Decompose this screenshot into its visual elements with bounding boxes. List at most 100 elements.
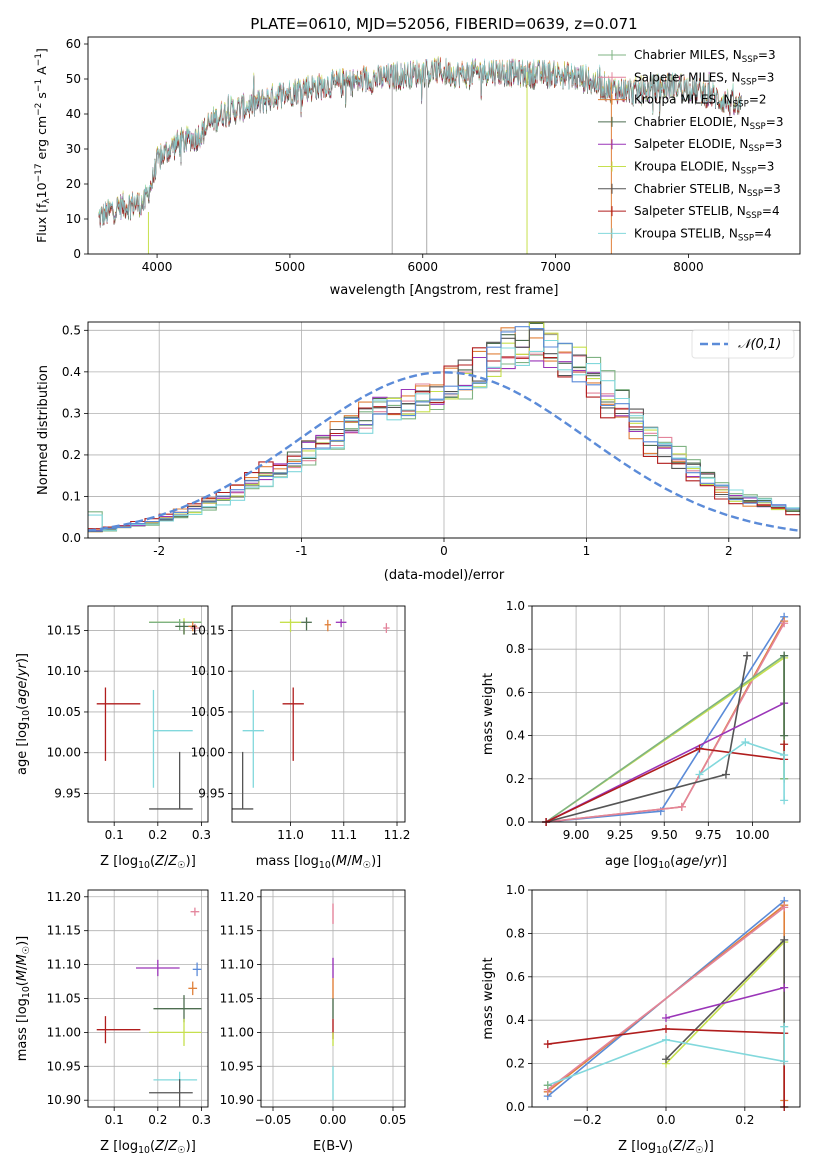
x-tick-label: 0 xyxy=(440,544,448,558)
legend-label: Kroupa STELIB, NSSP=4 xyxy=(634,226,772,243)
plot-area xyxy=(232,617,390,810)
y-tick-label: 0 xyxy=(73,247,81,261)
panel-age_vs_Z: 0.1 0.2 0.3 9.95 10.00 10.05 10.10 10.15 Z [log1… xyxy=(15,605,211,871)
legend-label: Chabrier MILES, NSSP=3 xyxy=(634,48,776,65)
legend-label: Kroupa ELODIE, NSSP=3 xyxy=(634,160,774,177)
y-tick-label: 9.95 xyxy=(198,786,225,800)
x-tick-label: 7000 xyxy=(540,260,571,274)
x-tick-label: 0.2 xyxy=(148,1113,167,1127)
series-line xyxy=(665,940,785,1107)
figure-title: PLATE=0610, MJD=52056, FIBERID=0639, z=0… xyxy=(250,15,637,33)
y-tick-label: 0.0 xyxy=(62,531,81,545)
data-point xyxy=(780,1057,789,1066)
y-tick-label: 10.00 xyxy=(191,746,225,760)
data-point xyxy=(780,903,789,912)
x-axis-label: Z [log10(Z/Z☉)] xyxy=(100,1139,196,1156)
x-tick-label: 9.25 xyxy=(607,828,634,842)
y-tick-label: 11.05 xyxy=(220,992,254,1006)
y-tick-label: 11.00 xyxy=(220,1025,254,1039)
legend-label: Kroupa MILES, NSSP=2 xyxy=(634,93,767,110)
x-tick-label: 0.2 xyxy=(735,1113,754,1127)
x-tick-label: -1 xyxy=(296,544,308,558)
y-tick-label: 11.15 xyxy=(47,924,81,938)
data-point xyxy=(780,651,789,660)
data-point xyxy=(721,770,730,779)
y-tick-label: 0.5 xyxy=(62,323,81,337)
y-tick-label: 10 xyxy=(66,212,81,226)
x-tick-label: 6000 xyxy=(407,260,438,274)
y-tick-label: 11.15 xyxy=(220,924,254,938)
data-point xyxy=(677,802,686,811)
y-tick-label: 10.95 xyxy=(47,1059,81,1073)
plot-area xyxy=(88,322,800,533)
data-point xyxy=(662,1035,670,1044)
x-tick-label: 11.1 xyxy=(330,828,357,842)
legend: Chabrier MILES, NSSP=3 Salpeter MILES, NS… xyxy=(598,48,783,243)
legend-box xyxy=(691,329,795,359)
data-point xyxy=(780,619,789,628)
y-tick-label: 60 xyxy=(66,37,81,51)
x-axis-label: age [log10(age/yr)] xyxy=(605,854,727,871)
x-tick-label: 9.75 xyxy=(695,828,722,842)
y-tick-label: 11.10 xyxy=(47,958,81,972)
y-tick-label: 20 xyxy=(66,177,81,191)
panel-mass_vs_ebv: −0.05 0.00 0.05 10.90 10.95 11.00 11.05 11.10 11… xyxy=(220,889,407,1154)
data-point xyxy=(780,740,789,749)
series-line xyxy=(665,986,785,1019)
y-tick-label: 0.3 xyxy=(62,406,81,420)
x-tick-label: 8000 xyxy=(673,260,704,274)
legend-label: 𝒩(0,1) xyxy=(738,337,781,352)
y-tick-label: 0.2 xyxy=(62,448,81,462)
x-tick-label: 1 xyxy=(583,544,591,558)
data-point xyxy=(662,1024,670,1033)
y-tick-label: 1.0 xyxy=(506,883,525,897)
histogram-step xyxy=(88,326,800,532)
data-point xyxy=(543,1081,552,1090)
y-tick-label: 11.05 xyxy=(47,992,81,1006)
legend-label: Chabrier STELIB, NSSP=3 xyxy=(634,182,781,199)
series-line xyxy=(545,744,785,823)
data-point xyxy=(780,935,789,944)
panel-age_vs_mass: 11.0 11.1 11.2 9.95 10.00 10.05 10.10 10.15 mass… xyxy=(191,605,411,871)
series-line xyxy=(665,937,785,1107)
y-axis-label: age [log10(age/yr)] xyxy=(15,653,32,775)
y-tick-label: 10.15 xyxy=(191,623,225,637)
x-tick-label: 0.05 xyxy=(380,1113,407,1127)
x-tick-label: -2 xyxy=(153,544,165,558)
y-axis-label: Flux [fλ10−17 erg cm−2 s−1 A−1] xyxy=(34,48,52,243)
axes-frame xyxy=(87,36,801,255)
x-tick-label: 10.00 xyxy=(735,828,769,842)
y-axis-label: mass weight xyxy=(481,673,496,755)
y-tick-label: 0.2 xyxy=(506,1057,525,1071)
x-axis-label: wavelength [Angstrom, rest frame] xyxy=(330,283,559,298)
axes-frame xyxy=(231,605,406,823)
y-tick-label: 10.90 xyxy=(47,1093,81,1107)
axes-frame xyxy=(87,321,801,539)
axes-frame xyxy=(87,889,209,1108)
x-tick-label: 5000 xyxy=(275,260,306,274)
data-point xyxy=(695,770,704,779)
panel-spectrum: 4000 5000 6000 7000 8000 0 10 20 30 40 50 60 Chabrie… xyxy=(34,36,801,298)
y-tick-label: 0.8 xyxy=(506,926,525,940)
spectrum-series-line xyxy=(98,57,742,225)
y-tick-label: 0.4 xyxy=(506,1013,525,1027)
axes-frame xyxy=(87,605,209,823)
axes-frame xyxy=(531,889,801,1108)
x-tick-label: 11.2 xyxy=(384,828,411,842)
y-axis-label: mass [log10(M/M☉)] xyxy=(15,936,32,1062)
x-axis-label: Z [log10(Z/Z☉)] xyxy=(618,1139,714,1156)
legend-label: Salpeter ELODIE, NSSP=3 xyxy=(634,137,782,154)
x-tick-label: 0.2 xyxy=(148,828,167,842)
y-tick-label: 9.95 xyxy=(54,786,81,800)
y-tick-label: 1.0 xyxy=(506,599,525,613)
y-tick-label: 11.00 xyxy=(47,1025,81,1039)
plot-area xyxy=(96,618,202,810)
normal-curve xyxy=(88,371,800,532)
series-line xyxy=(545,654,785,823)
y-tick-label: 11.20 xyxy=(47,890,81,904)
x-tick-label: 0.3 xyxy=(192,828,211,842)
x-tick-label: 0.1 xyxy=(105,828,124,842)
y-axis-label: mass weight xyxy=(481,957,496,1039)
y-tick-label: 0.8 xyxy=(506,642,525,656)
